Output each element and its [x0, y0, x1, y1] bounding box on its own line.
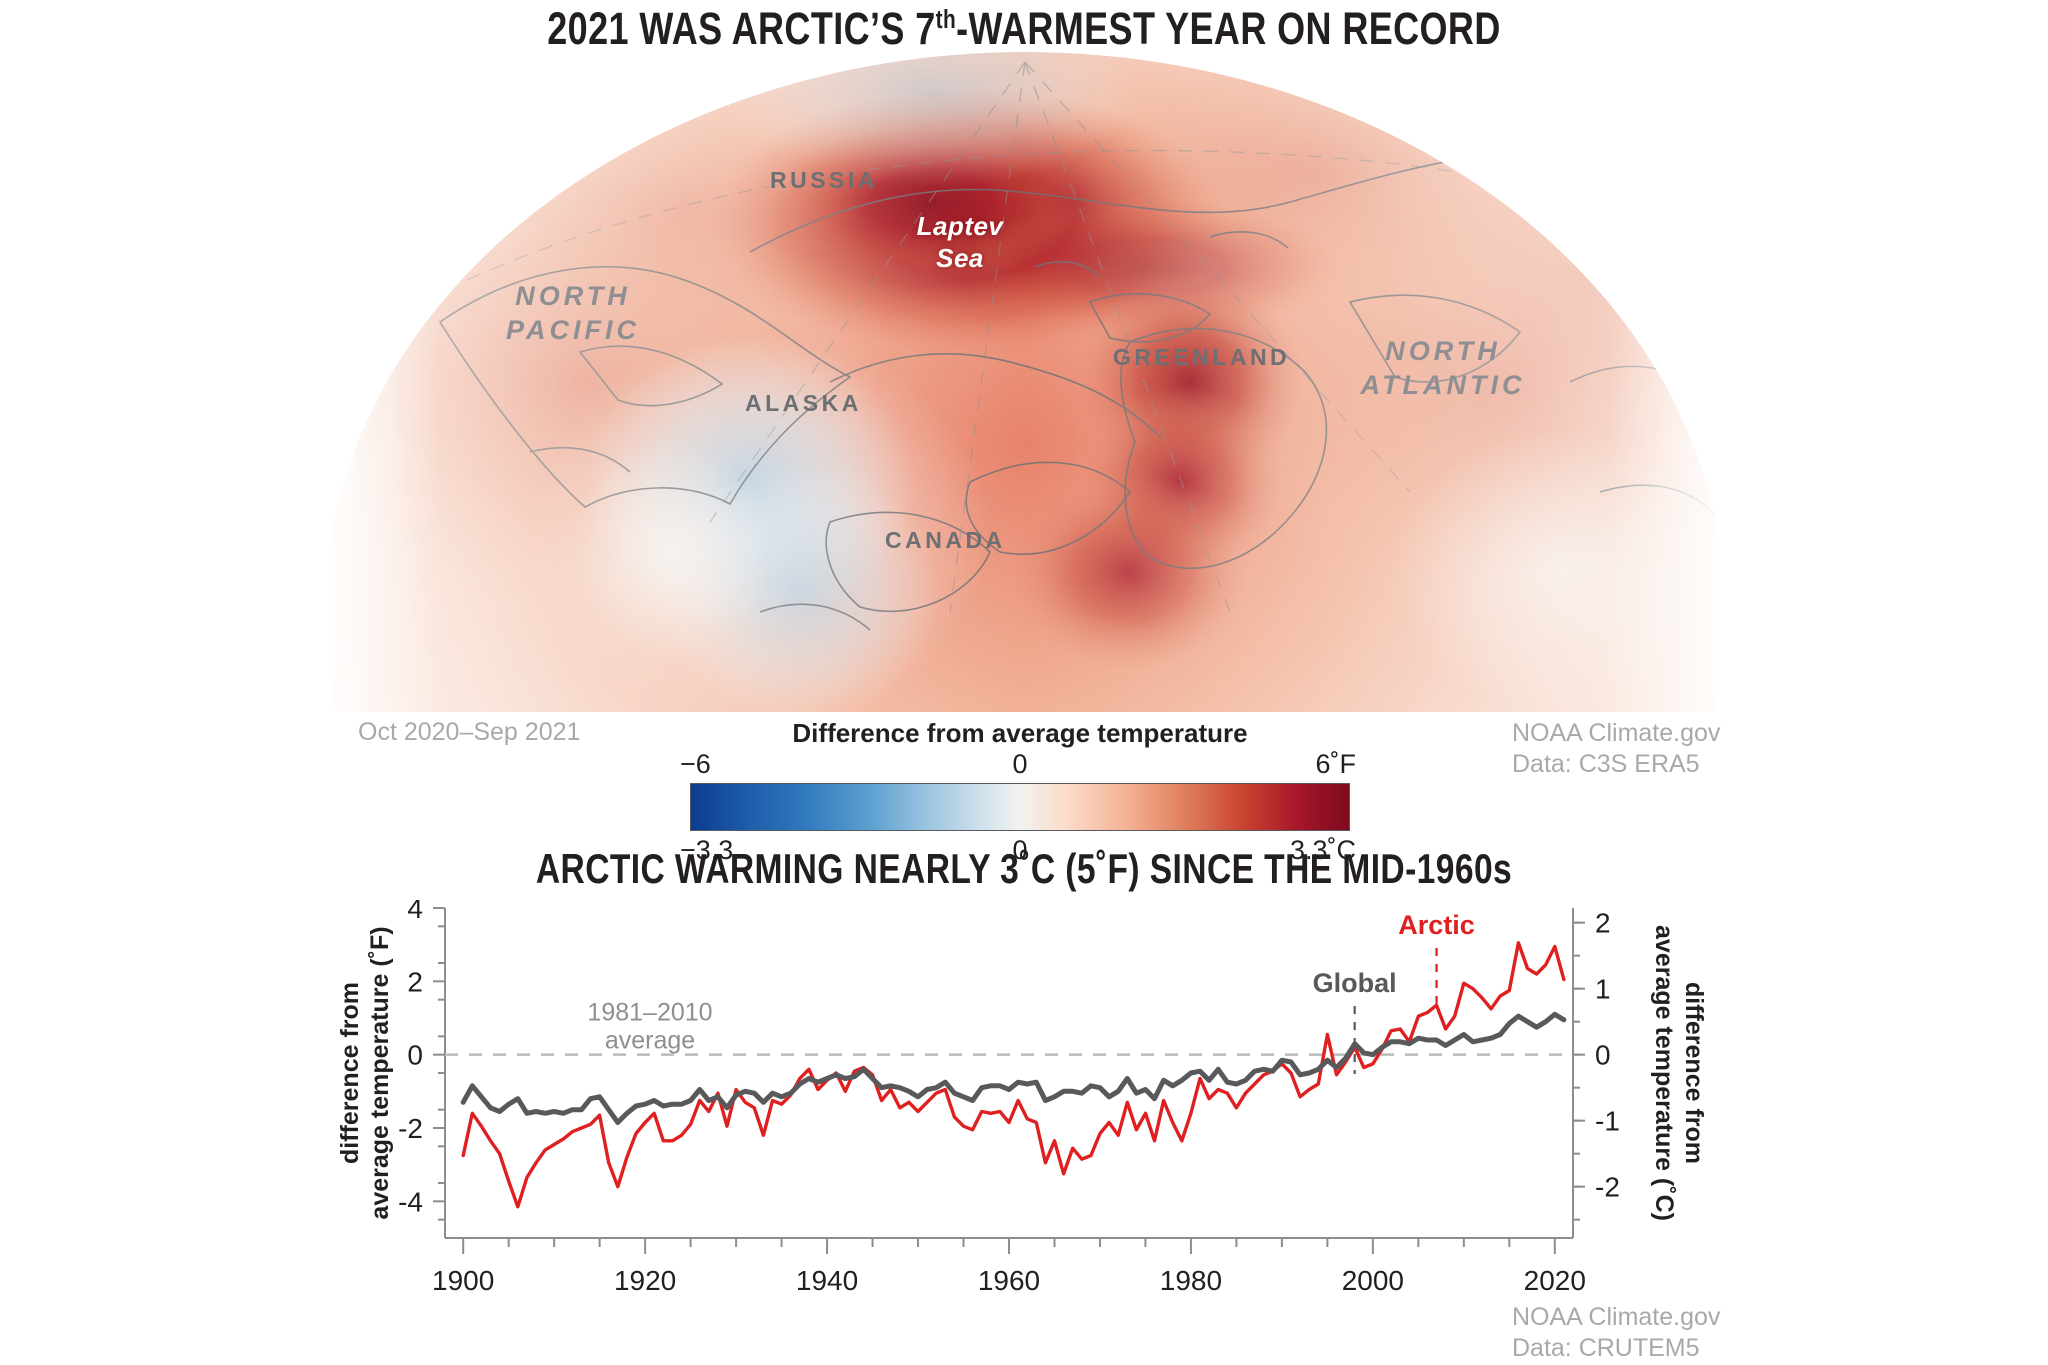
x-tick-label: 1960 — [978, 1265, 1040, 1296]
map-credit-line1: NOAA Climate.gov — [1512, 719, 1721, 747]
series-line-arctic — [461, 941, 1566, 1209]
chart-title: ARCTIC WARMING NEARLY 3˚C (5˚F) SINCE TH… — [535, 845, 1513, 892]
colorbar-gradient — [690, 783, 1350, 831]
map-title-prefix: 2021 WAS ARCTIC’S 7 — [547, 3, 936, 54]
x-tick-label: 1980 — [1160, 1265, 1222, 1296]
x-axis-title: year — [983, 1316, 1035, 1320]
y-tick-label-left: 0 — [407, 1040, 423, 1071]
temperature-timeseries-chart: 4 2 0 -2 -4 2 1 0 -1 -2 1900 1920 1940 1960 1980 2000 20… — [0, 900, 2048, 1320]
f-mid-label: 0 — [1012, 749, 1028, 779]
y-tick-label-right: -1 — [1595, 1106, 1620, 1137]
y-tick-label-left: -2 — [398, 1113, 423, 1144]
map-title-ordinal: th — [935, 4, 957, 34]
f-max-label: 6˚F — [1315, 749, 1357, 779]
chart-credit-line2: Data: CRUTEM5 — [1512, 1334, 1700, 1362]
baseline-label-line2: average — [605, 1027, 695, 1055]
globe-projection — [330, 52, 1720, 712]
y-axis-title-right: difference fromaverage temperature (˚C) — [1650, 925, 1708, 1221]
series-label-arctic: Arctic — [1398, 910, 1475, 940]
chart-credit: NOAA Climate.gov Data: CRUTEM5 — [1512, 1302, 1720, 1364]
celsius-scale-row: −3.3 0 3.3˚C — [680, 835, 1356, 869]
y-tick-label-right: 0 — [1595, 1040, 1611, 1071]
chart-svg: 4 2 0 -2 -4 2 1 0 -1 -2 1900 1920 1940 1960 1980 2000 20… — [336, 900, 1708, 1320]
series-line-global — [460, 1011, 1567, 1125]
fahrenheit-scale-row: −6 0 6˚F — [680, 749, 1356, 783]
map-date-range: Oct 2020–Sep 2021 — [358, 718, 581, 746]
y-tick-label-right: 1 — [1595, 974, 1611, 1005]
x-tick-label: 1940 — [796, 1265, 858, 1296]
y-tick-label-left: -4 — [398, 1186, 423, 1217]
c-min-label: −3.3 — [680, 835, 734, 865]
y-tick-label-left: 2 — [407, 966, 423, 997]
y-tick-label-right: -2 — [1595, 1172, 1620, 1203]
map-credit-line2: Data: C3S ERA5 — [1512, 750, 1700, 778]
temperature-colorbar-legend: Difference from average temperature −6 0… — [680, 718, 1356, 869]
map-title-suffix: -WARMEST YEAR ON RECORD — [956, 3, 1501, 54]
map-credit: NOAA Climate.gov Data: C3S ERA5 — [1512, 718, 1720, 780]
y-tick-label-right: 2 — [1595, 908, 1611, 939]
globe-field — [330, 52, 1720, 712]
c-mid-label: 0 — [1012, 835, 1028, 865]
chart-credit-line1: NOAA Climate.gov — [1512, 1303, 1721, 1331]
legend-title: Difference from average temperature — [792, 718, 1248, 748]
x-tick-label: 2020 — [1524, 1265, 1586, 1296]
baseline-label-line1: 1981–2010 — [587, 999, 712, 1027]
f-min-label: −6 — [680, 749, 711, 779]
arctic-temperature-map: RUSSIA ALASKA CANADA GREENLAND Laptev Se… — [0, 52, 2048, 712]
c-max-label: 3.3˚C — [1289, 835, 1356, 865]
map-title: 2021 WAS ARCTIC’S 7th-WARMEST YEAR ON RE… — [205, 3, 1843, 55]
y-tick-label-left: 4 — [407, 900, 423, 924]
x-tick-label: 2000 — [1342, 1265, 1404, 1296]
x-tick-label: 1920 — [614, 1265, 676, 1296]
series-label-global: Global — [1313, 968, 1397, 998]
x-tick-label: 1900 — [432, 1265, 494, 1296]
y-axis-title-left: difference fromaverage temperature (˚F) — [336, 926, 394, 1219]
